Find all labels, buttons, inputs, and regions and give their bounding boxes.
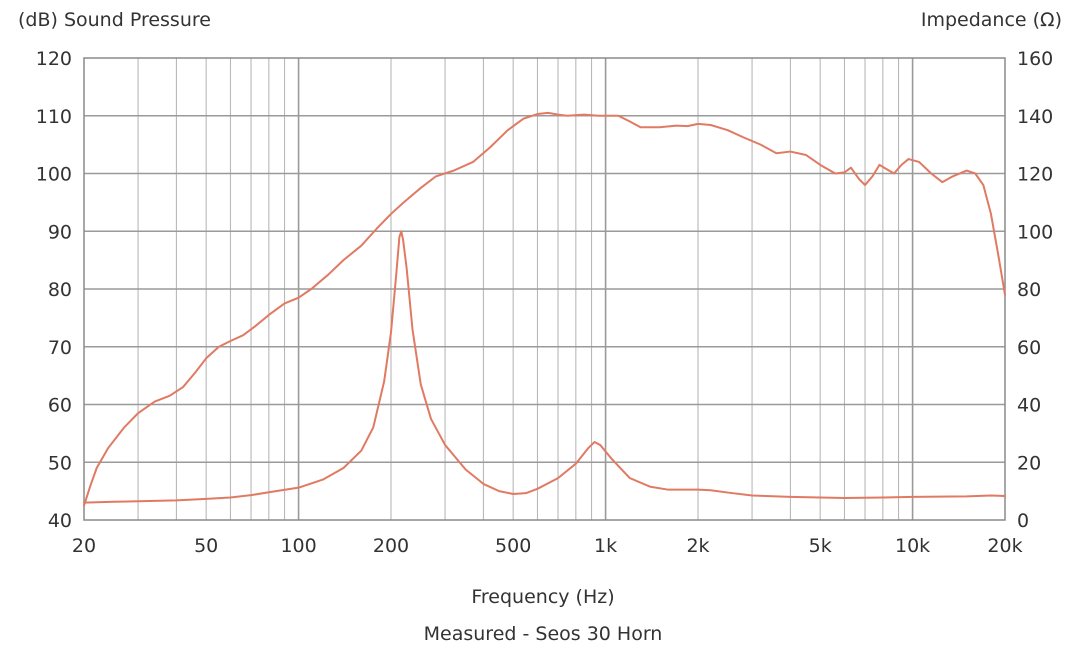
sound-pressure-series-line bbox=[83, 111, 1006, 507]
right-tick-label: 160 bbox=[1017, 48, 1053, 70]
series-group bbox=[83, 111, 1006, 507]
left-tick-label: 40 bbox=[48, 510, 72, 532]
right-axis-title: Impedance (Ω) bbox=[921, 9, 1062, 31]
x-tick-label: 2k bbox=[686, 535, 709, 557]
left-tick-label: 80 bbox=[48, 279, 72, 301]
x-tick-label: 200 bbox=[373, 535, 409, 557]
x-tick-label: 10k bbox=[895, 535, 930, 557]
x-tick-label: 500 bbox=[495, 535, 531, 557]
right-tick-label: 120 bbox=[1017, 164, 1053, 186]
grid bbox=[84, 58, 1005, 520]
right-tick-label: 80 bbox=[1017, 279, 1041, 301]
left-tick-label: 100 bbox=[36, 164, 72, 186]
left-tick-label: 110 bbox=[36, 106, 72, 128]
right-tick-label: 140 bbox=[1017, 106, 1053, 128]
x-axis-title: Frequency (Hz) bbox=[471, 586, 614, 608]
right-tick-label: 20 bbox=[1017, 452, 1041, 474]
right-tick-label: 100 bbox=[1017, 221, 1053, 243]
right-tick-label: 60 bbox=[1017, 337, 1041, 359]
left-tick-label: 120 bbox=[36, 48, 72, 70]
left-tick-label: 60 bbox=[48, 395, 72, 417]
left-tick-label: 90 bbox=[48, 221, 72, 243]
impedance-series-line bbox=[83, 230, 1006, 504]
x-tick-label: 100 bbox=[280, 535, 316, 557]
x-tick-label: 20k bbox=[987, 535, 1022, 557]
x-tick-label: 1k bbox=[594, 535, 617, 557]
x-tick-label: 5k bbox=[809, 535, 832, 557]
left-axis-ticks: 40 50 60 70 80 90 100 110 120 bbox=[36, 48, 72, 532]
left-axis-title: (dB) Sound Pressure bbox=[18, 9, 211, 31]
right-tick-label: 0 bbox=[1017, 510, 1029, 532]
chart-caption: Measured - Seos 30 Horn bbox=[424, 623, 663, 645]
x-axis-ticks: 20 50 100 200 500 1k 2k 5k 10k 20k bbox=[72, 535, 1023, 557]
right-axis-ticks: 0 20 40 60 80 100 120 140 160 bbox=[1017, 48, 1053, 532]
right-tick-label: 40 bbox=[1017, 395, 1041, 417]
left-tick-label: 50 bbox=[48, 452, 72, 474]
left-tick-label: 70 bbox=[48, 337, 72, 359]
x-tick-label: 50 bbox=[194, 535, 218, 557]
x-tick-label: 20 bbox=[72, 535, 96, 557]
